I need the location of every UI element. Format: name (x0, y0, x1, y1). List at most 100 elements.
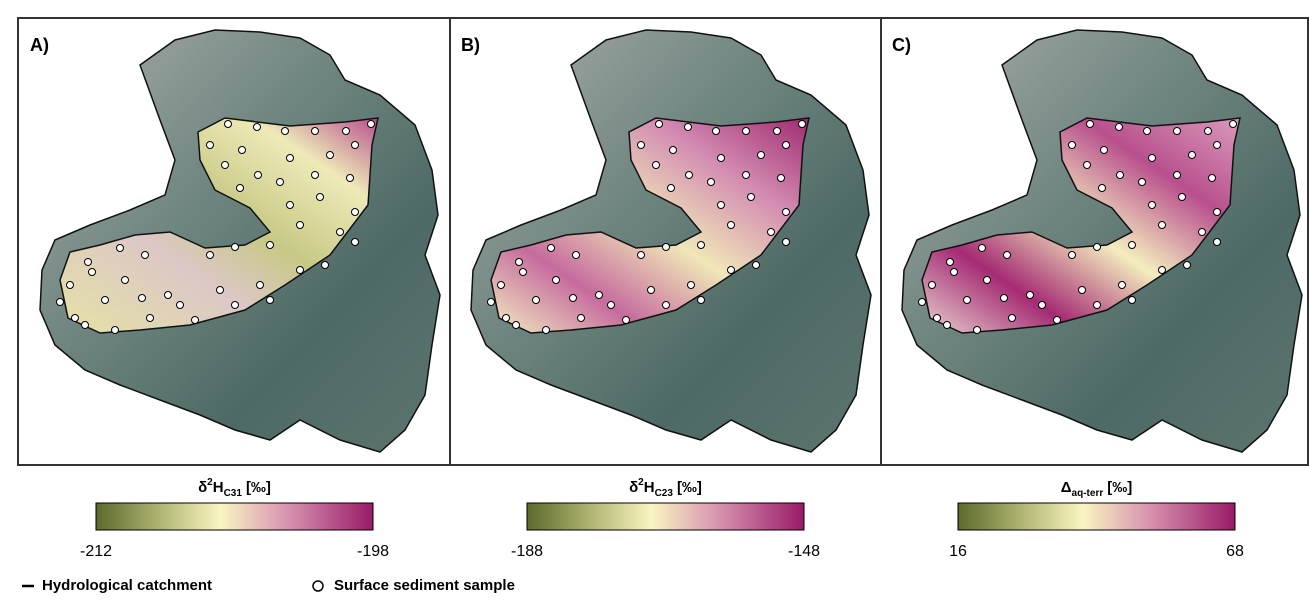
sediment-sample (934, 315, 941, 322)
sediment-sample (638, 252, 645, 259)
sediment-sample (1209, 175, 1216, 182)
colorbar-title: δ2HC31[‰] (198, 477, 271, 499)
sediment-sample (239, 147, 246, 154)
sediment-sample (1027, 292, 1034, 299)
sediment-sample (543, 327, 550, 334)
sediment-sample (783, 239, 790, 246)
sediment-sample (638, 142, 645, 149)
sediment-sample (1069, 252, 1076, 259)
sediment-sample (1116, 124, 1123, 131)
sediment-sample (312, 128, 319, 135)
sediment-sample (1119, 282, 1126, 289)
sediment-sample (623, 317, 630, 324)
sediment-sample (207, 252, 214, 259)
colorbar (96, 503, 373, 530)
subscript: C31 (224, 488, 243, 499)
sediment-sample (919, 299, 926, 306)
panel-label: C) (892, 35, 911, 55)
sediment-sample (979, 245, 986, 252)
sediment-sample (1117, 172, 1124, 179)
sediment-sample (1149, 155, 1156, 162)
colorbar-title: Δaq-terr[‰] (1061, 479, 1132, 499)
sediment-sample (718, 155, 725, 162)
panel-label: B) (461, 35, 480, 55)
legend-point-symbol (313, 581, 323, 591)
sediment-sample (1094, 244, 1101, 251)
sediment-sample (688, 282, 695, 289)
sediment-sample (287, 155, 294, 162)
sediment-sample (267, 297, 274, 304)
sediment-sample (663, 302, 670, 309)
base: H (644, 479, 655, 496)
sediment-sample (596, 292, 603, 299)
sediment-sample (139, 295, 146, 302)
sediment-sample (102, 297, 109, 304)
sediment-sample (177, 302, 184, 309)
sediment-sample (1099, 185, 1106, 192)
sediment-sample (192, 317, 199, 324)
map-panel (40, 30, 440, 452)
sediment-sample (728, 222, 735, 229)
sediment-sample (686, 172, 693, 179)
sediment-sample (222, 162, 229, 169)
colorbar-max: -198 (357, 543, 389, 560)
unit: [‰] (246, 479, 271, 496)
colorbar-max: 68 (1226, 543, 1244, 560)
sediment-sample (82, 322, 89, 329)
sediment-sample (1009, 315, 1016, 322)
sediment-sample (1101, 147, 1108, 154)
sediment-sample (1174, 128, 1181, 135)
sediment-sample (668, 185, 675, 192)
sediment-sample (653, 162, 660, 169)
sediment-sample (1230, 121, 1237, 128)
sediment-sample (718, 202, 725, 209)
sediment-sample (799, 121, 806, 128)
map-panel (902, 30, 1302, 452)
sediment-sample (267, 242, 274, 249)
map-panel (471, 30, 871, 452)
sediment-sample (685, 124, 692, 131)
sediment-sample (1214, 209, 1221, 216)
sediment-sample (257, 282, 264, 289)
sediment-sample (312, 172, 319, 179)
sediment-sample (347, 175, 354, 182)
sediment-sample (352, 209, 359, 216)
sediment-sample (553, 277, 560, 284)
sediment-sample (1069, 142, 1076, 149)
sediment-sample (1159, 222, 1166, 229)
sediment-sample (277, 179, 284, 186)
sediment-sample (743, 128, 750, 135)
sediment-sample (1144, 128, 1151, 135)
sediment-sample (287, 202, 294, 209)
sediment-sample (743, 172, 750, 179)
figure: A)δ2HC31[‰]-212-198B)δ2HC23[‰]-188-148C)… (0, 0, 1309, 602)
sediment-sample (713, 128, 720, 135)
sediment-sample (327, 152, 334, 159)
sediment-sample (1087, 121, 1094, 128)
base: H (213, 479, 224, 496)
colorbar-min: -188 (511, 543, 543, 560)
symbol: δ (198, 479, 207, 496)
sediment-sample (1004, 252, 1011, 259)
sediment-sample (1039, 302, 1046, 309)
sediment-sample (548, 245, 555, 252)
sediment-sample (317, 194, 324, 201)
sediment-sample (1189, 152, 1196, 159)
sediment-sample (297, 267, 304, 274)
sediment-sample (670, 147, 677, 154)
sediment-sample (774, 128, 781, 135)
catchment-terrain (902, 30, 1302, 452)
sediment-sample (944, 322, 951, 329)
sediment-sample (974, 327, 981, 334)
sediment-sample (533, 297, 540, 304)
sediment-sample (1084, 162, 1091, 169)
sediment-sample (297, 222, 304, 229)
sediment-sample (503, 315, 510, 322)
sediment-sample (578, 315, 585, 322)
sediment-sample (929, 282, 936, 289)
sediment-sample (608, 302, 615, 309)
sediment-sample (1139, 179, 1146, 186)
sediment-sample (1001, 295, 1008, 302)
colorbar-max: -148 (788, 543, 820, 560)
sediment-sample (225, 121, 232, 128)
